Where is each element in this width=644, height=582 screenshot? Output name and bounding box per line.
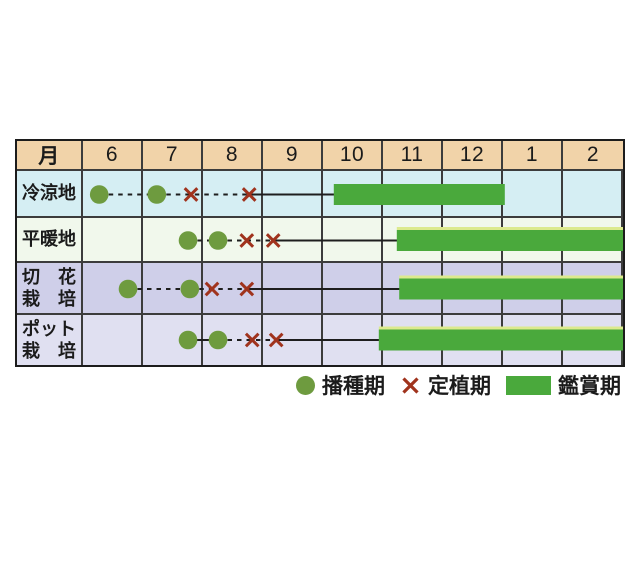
view-period-bar [333,184,505,205]
plant-marker [241,187,257,202]
sow-marker [147,185,167,204]
sow-marker [89,185,109,204]
month-header-12: 12 [443,141,503,171]
view-bar-highlight [378,326,623,330]
month-axis-label: 月 [17,141,83,171]
row-plot-4 [83,315,623,365]
row-label-1: 冷涼地 [17,171,83,218]
row-label-4: ポット栽 培 [17,315,83,365]
plant-marker [183,187,199,202]
month-header-2: 2 [563,141,623,171]
legend-label: 播種期 [322,375,385,398]
view-period-bar [396,230,623,251]
row-timeline [118,275,623,300]
plant-marker [265,233,281,248]
sow-period-icon [296,375,315,395]
legend: 播種期 定植期 鑑賞期 [296,372,621,398]
view-period-bar [378,329,623,351]
plant-marker [244,332,260,348]
row-label-text: 平暖地 [22,229,76,250]
view-period-icon [506,375,551,395]
sow-marker [178,231,198,250]
plant-period-icon [402,376,419,394]
legend-item-circle: 播種期 [296,370,385,400]
row-plot-2 [83,218,623,263]
plant-marker [239,233,255,248]
month-header-10: 10 [323,141,383,171]
row-label-3: 切 花栽 培 [17,263,83,315]
row-timeline [89,184,505,205]
sow-marker [208,231,228,250]
row-timeline [178,326,623,351]
month-header-1: 1 [503,141,563,171]
row-plot-3 [83,263,623,315]
view-period-bar [399,278,623,300]
row-label-text: ポット栽 培 [22,318,76,362]
row-timeline [178,227,623,251]
month-header-11: 11 [383,141,443,171]
legend-label: 鑑賞期 [558,375,621,398]
sow-marker [208,330,228,350]
plant-marker [239,281,255,297]
month-header-8: 8 [203,141,263,171]
calendar-table: 月 6 7 8 9 10 11 12 1 2 冷涼地 平暖地切 花栽 培ポット栽 培 [15,139,625,367]
row-label-text: 冷涼地 [22,183,76,204]
month-header-7: 7 [143,141,203,171]
sow-marker [180,279,200,299]
row-label-2: 平暖地 [17,218,83,263]
view-bar-highlight [396,227,623,230]
plant-marker [268,332,284,348]
month-header-6: 6 [83,141,143,171]
legend-item-bar: 鑑賞期 [506,370,621,400]
row-label-text: 切 花栽 培 [22,266,76,310]
plant-marker [204,281,220,297]
view-bar-highlight [399,275,623,279]
month-header-9: 9 [263,141,323,171]
sow-marker [178,330,198,350]
legend-item-x: 定植期 [400,370,491,400]
sow-marker [118,279,138,299]
legend-label: 定植期 [428,375,491,398]
row-plot-1 [83,171,623,218]
